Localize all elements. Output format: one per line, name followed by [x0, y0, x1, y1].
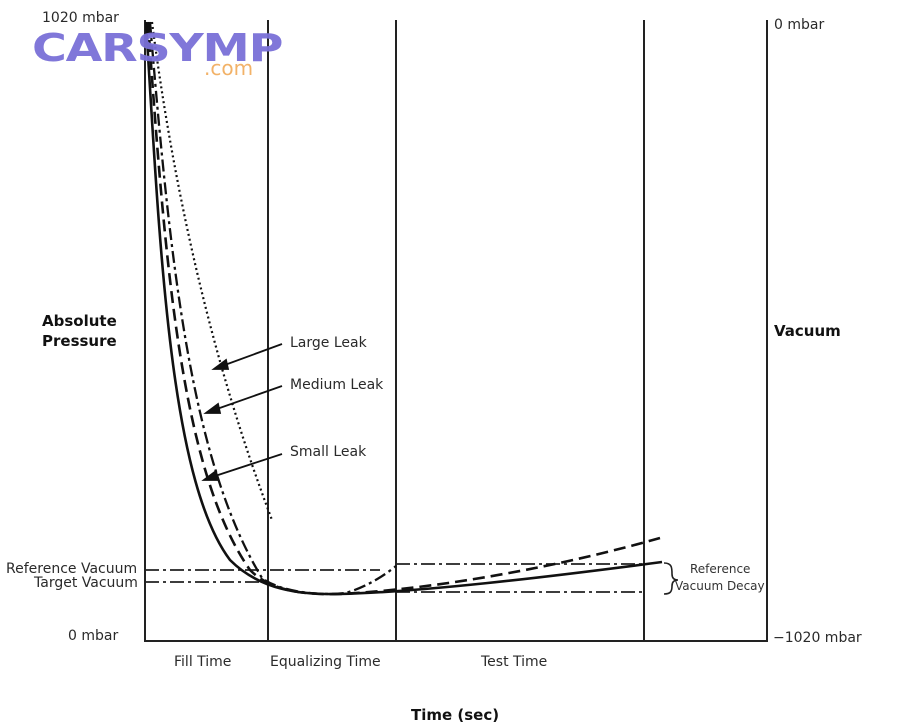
small-leak-label: Small Leak	[290, 444, 367, 460]
decay-label-line1: Reference	[690, 562, 751, 576]
target-vacuum-label: Target Vacuum	[34, 575, 138, 591]
medium-leak-curve	[148, 21, 397, 596]
right-axis-title: Vacuum	[774, 322, 841, 340]
left-axis-top-label: 1020 mbar	[42, 10, 119, 26]
large-leak-curve	[150, 21, 274, 521]
decay-label-line2: Vacuum Decay	[675, 579, 765, 593]
left-axis-bottom-label: 0 mbar	[68, 628, 119, 644]
arrow-small-leak	[201, 469, 220, 481]
phase-test-label: Test Time	[481, 654, 548, 670]
arrow-medium-leak	[203, 402, 222, 414]
right-axis-top-label: 0 mbar	[774, 17, 825, 33]
x-axis-title: Time (sec)	[411, 706, 500, 724]
left-axis-title-line2: Pressure	[42, 332, 117, 350]
watermark-logo: CARSYMP	[32, 26, 283, 70]
decay-brace-icon	[663, 562, 679, 595]
medium-leak-label: Medium Leak	[290, 377, 384, 393]
small-leak-curve	[146, 21, 661, 596]
arrow-large-leak	[211, 358, 230, 370]
left-axis-title-line1: Absolute	[42, 312, 117, 330]
watermark-suffix: .com	[204, 56, 254, 80]
reference-vacuum-label: Reference Vacuum	[6, 561, 138, 577]
large-leak-label: Large Leak	[290, 335, 367, 351]
right-axis-bottom-label: −1020 mbar	[773, 630, 862, 646]
phase-fill-label: Fill Time	[174, 654, 232, 670]
baseline-curve	[144, 21, 663, 596]
phase-equalizing-label: Equalizing Time	[270, 654, 381, 670]
